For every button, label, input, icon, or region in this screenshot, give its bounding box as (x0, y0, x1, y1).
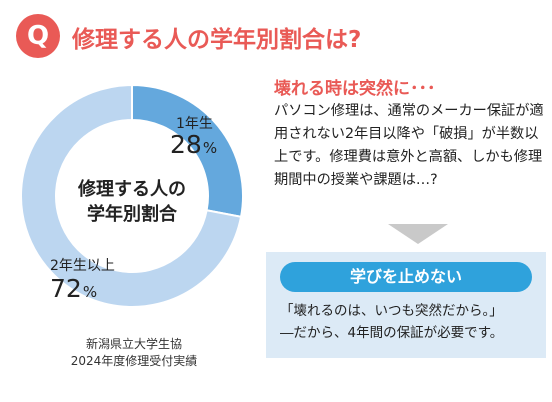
slice-value-second-year-plus: 72% (50, 274, 97, 303)
slice-label-second-year-plus: 2年生以上 (50, 258, 115, 274)
source-line-1: 新潟県立大学生協 (85, 337, 182, 351)
page-title: 修理する人の学年別割合は? (72, 27, 362, 53)
question-badge: Q (16, 14, 60, 58)
percent-unit: % (82, 283, 98, 301)
slice-value-first-year: 28% (170, 130, 217, 159)
donut-slice-2 (20, 84, 243, 308)
center-label-line-1: 修理する人の (78, 179, 186, 200)
source-line-2: 2024年度修理受付実績 (70, 354, 198, 368)
explanation-headline: 壊れる時は突然に･･･ (274, 79, 436, 99)
callout-pill: 学びを止めない (280, 262, 532, 292)
chart-source: 新潟県立大学生協 2024年度修理受付実績 (56, 336, 212, 370)
slice-value-number: 28 (170, 130, 202, 159)
chart-center-label: 修理する人の 学年別割合 (54, 177, 210, 227)
callout-line-1: 「壊れるのは、いつも突然だから。」 (280, 303, 503, 319)
callout-text: 「壊れるのは、いつも突然だから。」 ―だから、4年間の保証が必要です。 (280, 300, 542, 344)
slice-label-first-year: 1年生 (176, 116, 213, 132)
down-arrow-icon (388, 224, 448, 244)
slice-value-number: 72 (50, 274, 82, 303)
callout-box: 学びを止めない 「壊れるのは、いつも突然だから。」 ―だから、4年間の保証が必要… (266, 252, 546, 358)
percent-unit: % (202, 139, 218, 157)
center-label-line-2: 学年別割合 (87, 204, 177, 225)
callout-line-2: ―だから、4年間の保証が必要です。 (280, 325, 504, 341)
explanation-body: パソコン修理は、通常のメーカー保証が適用されない2年目以降や「破損」が半数以上で… (274, 103, 544, 188)
donut-chart (20, 84, 244, 308)
